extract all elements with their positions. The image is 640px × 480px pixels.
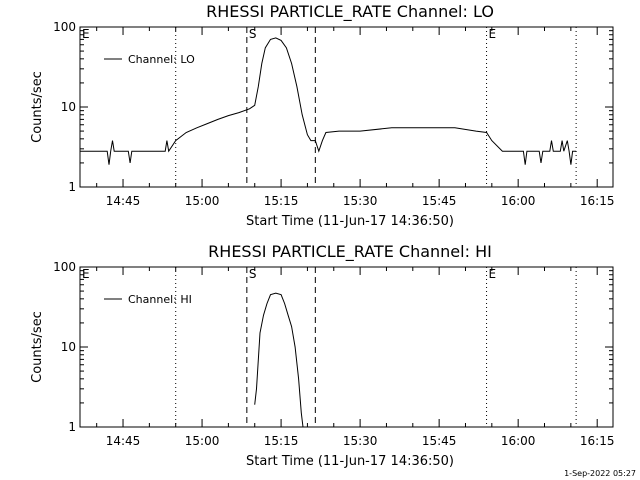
lo-y-axis-label: Counts/sec bbox=[30, 71, 45, 143]
hi-series bbox=[254, 292, 304, 428]
hi-x-ticks: 14:45 15:00 15:15 15:30 15:45 16:00 16:15 bbox=[96, 267, 615, 448]
date-stamp: 1-Sep-2022 05:27 bbox=[564, 469, 636, 478]
hi-chart-title: RHESSI PARTICLE_RATE Channel: HI bbox=[208, 242, 492, 262]
lo-series bbox=[80, 37, 577, 165]
lo-series-line bbox=[80, 37, 577, 165]
y-tick-label: 100 bbox=[53, 260, 76, 274]
marker-label: E bbox=[489, 27, 497, 41]
y-tick-label: 10 bbox=[61, 340, 76, 354]
x-tick-label: 15:00 bbox=[185, 434, 220, 448]
lo-x-ticks: 14:45 15:00 15:15 15:30 15:45 16:00 16:15 bbox=[96, 27, 615, 208]
x-tick-label: 16:00 bbox=[501, 194, 536, 208]
hi-series-line bbox=[254, 292, 304, 428]
x-tick-label: 15:45 bbox=[422, 194, 457, 208]
y-tick-label: 10 bbox=[61, 100, 76, 114]
marker-label: E bbox=[82, 267, 90, 281]
lo-y-ticks: 1 10 100 bbox=[53, 20, 613, 194]
x-tick-label: 16:15 bbox=[580, 434, 615, 448]
marker-label: E bbox=[489, 267, 497, 281]
y-tick-label: 1 bbox=[68, 180, 76, 194]
x-tick-label: 16:15 bbox=[580, 194, 615, 208]
marker-label: E bbox=[82, 27, 90, 41]
lo-chart-title: RHESSI PARTICLE_RATE Channel: LO bbox=[206, 2, 494, 22]
hi-y-axis-label: Counts/sec bbox=[30, 311, 45, 383]
x-tick-label: 14:45 bbox=[106, 194, 141, 208]
hi-channel-panel: RHESSI PARTICLE_RATE Channel: HI Start T… bbox=[30, 242, 614, 469]
x-tick-label: 15:45 bbox=[422, 434, 457, 448]
lo-x-axis-label: Start Time (11-Jun-17 14:36:50) bbox=[246, 214, 454, 229]
marker-label: S bbox=[249, 27, 257, 41]
y-tick-label: 100 bbox=[53, 20, 76, 34]
lo-legend: Channel: LO bbox=[104, 53, 195, 66]
y-tick-label: 1 bbox=[68, 420, 76, 434]
hi-x-axis-label: Start Time (11-Jun-17 14:36:50) bbox=[246, 454, 454, 469]
x-tick-label: 15:15 bbox=[264, 434, 299, 448]
hi-legend: Channel: HI bbox=[104, 293, 192, 306]
lo-legend-label: Channel: LO bbox=[128, 53, 195, 66]
lo-channel-panel: RHESSI PARTICLE_RATE Channel: LO Start T… bbox=[30, 2, 614, 229]
x-tick-label: 15:00 bbox=[185, 194, 220, 208]
x-tick-label: 14:45 bbox=[106, 434, 141, 448]
lo-plot-frame bbox=[79, 26, 614, 188]
x-tick-label: 15:15 bbox=[264, 194, 299, 208]
hi-legend-label: Channel: HI bbox=[128, 293, 192, 306]
x-tick-label: 15:30 bbox=[343, 434, 378, 448]
x-tick-label: 15:30 bbox=[343, 194, 378, 208]
x-tick-label: 16:00 bbox=[501, 434, 536, 448]
marker-label: S bbox=[249, 267, 257, 281]
hi-plot-frame bbox=[79, 266, 614, 428]
hi-y-ticks: 1 10 100 bbox=[53, 260, 613, 434]
